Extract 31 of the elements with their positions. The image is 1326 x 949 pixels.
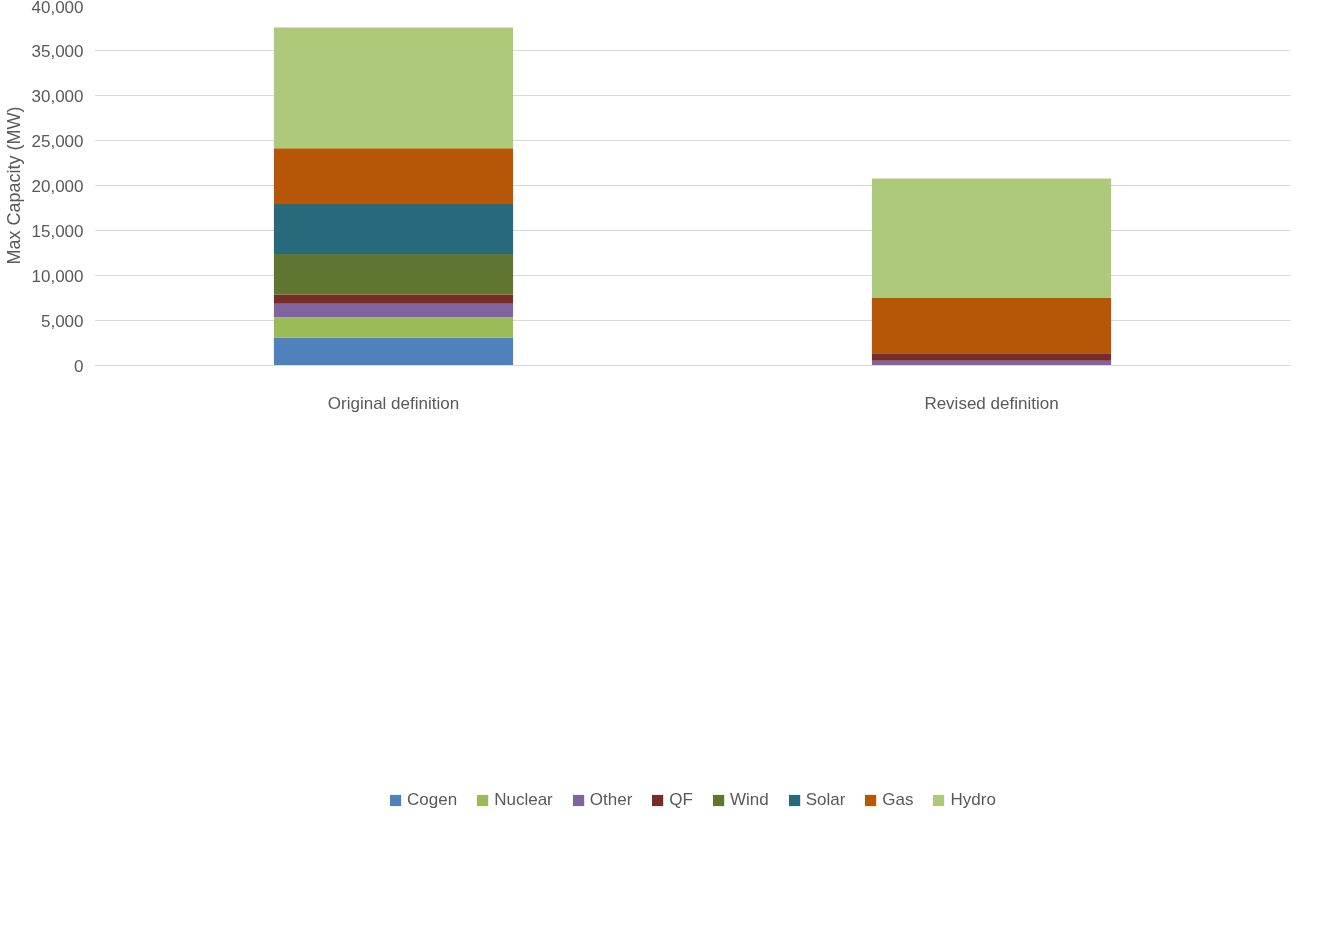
bar (273, 303, 514, 318)
legend-label: Wind (729, 790, 769, 810)
legend-label: Gas (882, 790, 914, 810)
legend-label: QF (669, 790, 693, 810)
legend-label: Solar (805, 790, 846, 810)
legend-label: Nuclear (494, 790, 553, 810)
y-tick-label: 20,000 (31, 176, 84, 196)
legend-label: Hydro (950, 790, 996, 810)
bar (871, 353, 1112, 361)
y-tick-label: 40,000 (31, 0, 84, 17)
x-tick-label: Revised definition (924, 393, 1059, 413)
y-tick-label: 15,000 (31, 221, 84, 241)
legend-label: Cogen (407, 790, 458, 810)
y-tick-label: 30,000 (31, 86, 84, 106)
bar (273, 148, 514, 204)
legend-label: Other (589, 790, 633, 810)
y-tick-label: 10,000 (31, 266, 84, 286)
bar (273, 253, 514, 295)
bar (273, 203, 514, 254)
y-axis-title: Max Capacity (MW) (3, 106, 24, 265)
bar (871, 298, 1112, 354)
x-tick-label: Original definition (327, 393, 460, 413)
bar (273, 294, 514, 304)
y-tick-label: 0 (74, 356, 84, 376)
bar (273, 27, 514, 149)
bar (273, 337, 514, 366)
bar (273, 317, 514, 338)
bar (871, 178, 1112, 299)
y-tick-label: 5,000 (40, 311, 84, 331)
y-tick-label: 25,000 (31, 131, 84, 151)
y-tick-label: 35,000 (31, 41, 84, 61)
